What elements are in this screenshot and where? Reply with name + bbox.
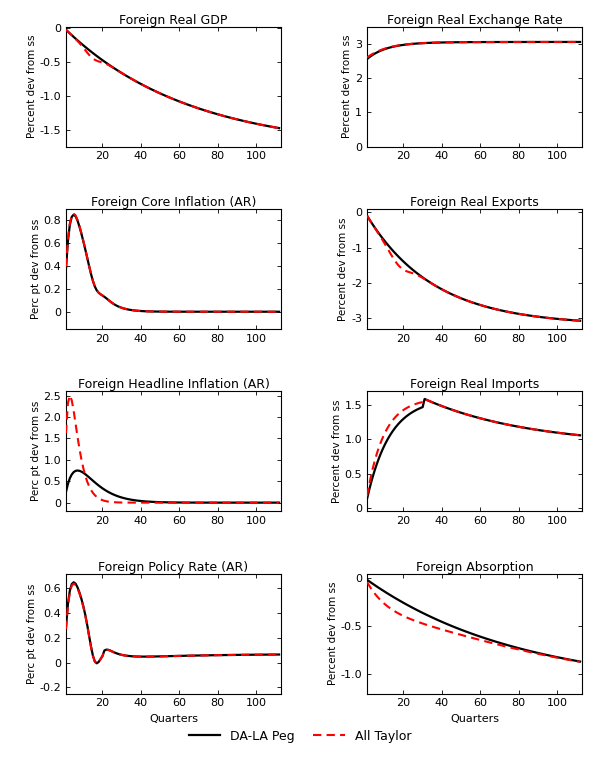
Title: Foreign Real Imports: Foreign Real Imports (410, 378, 539, 391)
Y-axis label: Percent dev from ss: Percent dev from ss (342, 35, 352, 138)
Title: Foreign Real Exchange Rate: Foreign Real Exchange Rate (386, 14, 562, 27)
Y-axis label: Percent dev from ss: Percent dev from ss (332, 399, 342, 503)
Y-axis label: Perc pt dev from ss: Perc pt dev from ss (31, 219, 41, 319)
X-axis label: Quarters: Quarters (149, 714, 198, 724)
Legend: DA-LA Peg, All Taylor: DA-LA Peg, All Taylor (184, 725, 416, 748)
Title: Foreign Real GDP: Foreign Real GDP (119, 14, 227, 27)
Y-axis label: Percent dev from ss: Percent dev from ss (27, 35, 37, 138)
Title: Foreign Headline Inflation (AR): Foreign Headline Inflation (AR) (77, 378, 269, 391)
Title: Foreign Core Inflation (AR): Foreign Core Inflation (AR) (91, 196, 256, 209)
Title: Foreign Real Exports: Foreign Real Exports (410, 196, 539, 209)
Y-axis label: Perc pt dev from ss: Perc pt dev from ss (31, 401, 41, 501)
X-axis label: Quarters: Quarters (450, 714, 499, 724)
Title: Foreign Absorption: Foreign Absorption (416, 561, 533, 574)
Y-axis label: Percent dev from ss: Percent dev from ss (338, 217, 348, 321)
Y-axis label: Percent dev from ss: Percent dev from ss (328, 582, 338, 685)
Y-axis label: Perc pt dev from ss: Perc pt dev from ss (26, 584, 37, 684)
Title: Foreign Policy Rate (AR): Foreign Policy Rate (AR) (98, 561, 248, 574)
